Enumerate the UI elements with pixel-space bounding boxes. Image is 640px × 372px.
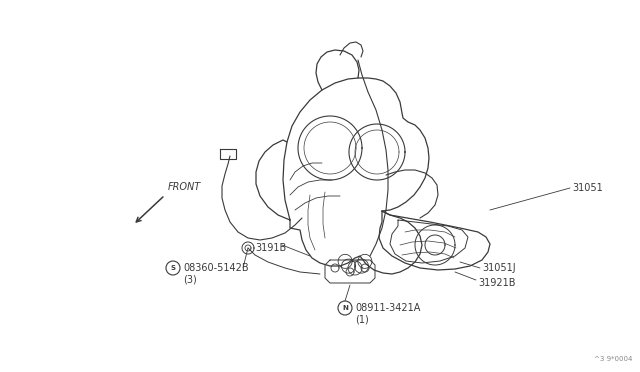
Text: 31921B: 31921B (478, 278, 515, 288)
Text: 08911-3421A: 08911-3421A (355, 303, 420, 313)
Text: 31051: 31051 (572, 183, 603, 193)
Text: 31051J: 31051J (482, 263, 516, 273)
Text: (1): (1) (355, 315, 369, 325)
Text: ^3 9*0004: ^3 9*0004 (594, 356, 632, 362)
Text: 3191B: 3191B (255, 243, 286, 253)
Text: 08360-5142B: 08360-5142B (183, 263, 248, 273)
Text: FRONT: FRONT (168, 182, 201, 192)
Text: N: N (342, 305, 348, 311)
Text: (3): (3) (183, 275, 196, 285)
Text: S: S (170, 265, 175, 271)
